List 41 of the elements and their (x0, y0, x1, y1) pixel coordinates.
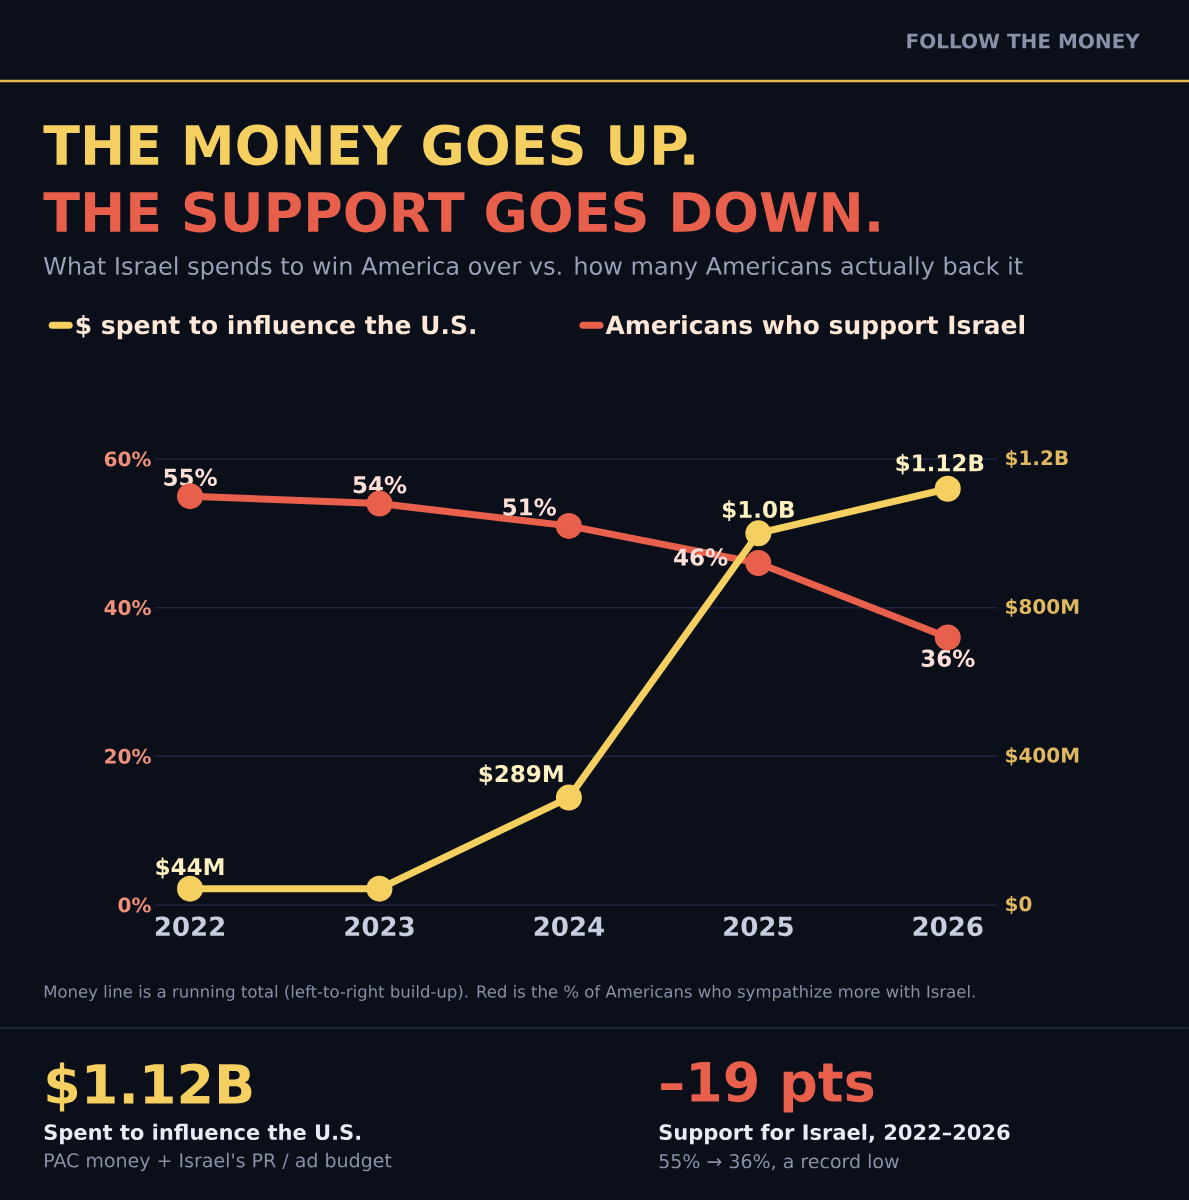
point (934, 475, 961, 502)
point (366, 875, 393, 902)
text: Money line is a running total (left-to-right build-up). Red is the % of Americans who sympathize more with Israel. (44, 985, 975, 1001)
legend-label: $ spent to influence the U.S. (76, 314, 475, 340)
point (555, 512, 582, 539)
y-tick-label: 40% (104, 600, 151, 616)
text: 55% → 36%, a record low (659, 1153, 899, 1171)
data-label: $1.0B (722, 500, 794, 522)
x-tick-label: 2024 (534, 916, 604, 937)
chart-title: THE MONEY GOES UP. (43, 124, 694, 166)
y2-tick-label: $400M (1006, 747, 1079, 766)
text: THE SUPPORT GOES DOWN. (43, 191, 879, 233)
y2-tick-label: $800M (1006, 598, 1079, 617)
x-tick-label: 2022 (155, 916, 224, 937)
data-label: 54% (353, 475, 407, 494)
x-tick-label: 2023 (345, 916, 414, 937)
x-tick-label: 2025 (724, 916, 793, 937)
data-label: $44M (156, 857, 224, 879)
data-label: $289M (479, 764, 563, 786)
text: Spent to influence the U.S. (44, 1123, 361, 1145)
text: PAC money + Israel's PR / ad budget (45, 1152, 392, 1172)
y2-tick-label: $0 (1006, 895, 1032, 915)
y-tick-label: 20% (105, 748, 151, 764)
text: Support for Israel, 2022–2026 (659, 1123, 1010, 1145)
legend-label: Americans who support Israel (605, 314, 1024, 340)
data-label: $1.12B (896, 453, 984, 475)
x-tick-label: 2026 (913, 916, 983, 937)
y-tick-label: 0% (118, 897, 151, 913)
point (745, 550, 772, 577)
text: FOLLOW THE MONEY (907, 33, 1140, 49)
data-label: 51% (503, 498, 556, 516)
y2-tick-label: $1.2B (1006, 449, 1068, 469)
chart-subtitle: What Israel spends to win America over vs. how many Americans actually back it (44, 256, 1023, 280)
data-label: 55% (164, 468, 217, 486)
text: –19 pts (661, 1061, 874, 1113)
point (934, 624, 961, 651)
text: $1.12B (47, 1062, 252, 1112)
point (555, 784, 582, 811)
data-label: 36% (921, 649, 975, 667)
y-tick-label: 60% (104, 451, 151, 467)
point (745, 520, 772, 547)
